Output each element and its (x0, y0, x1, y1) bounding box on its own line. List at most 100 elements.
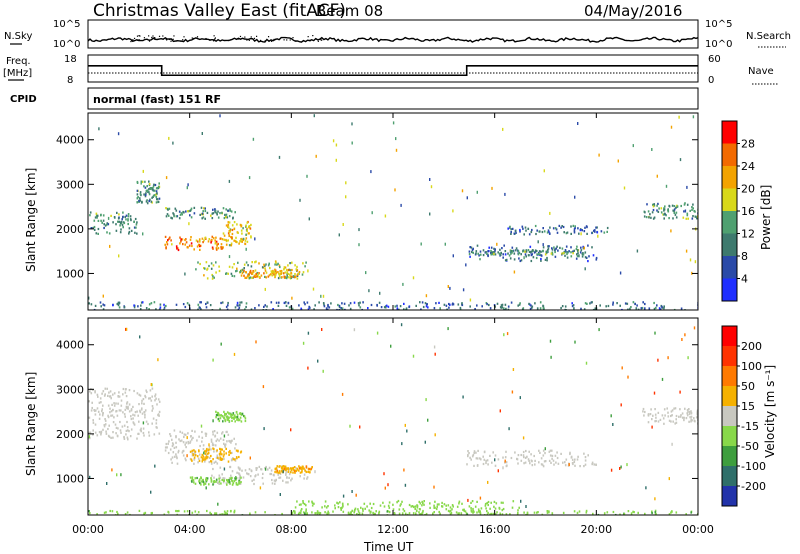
power-point (102, 303, 104, 306)
velocity-point (243, 415, 246, 418)
velocity-point (132, 417, 134, 420)
power-point (645, 216, 648, 219)
velocity-point (221, 432, 223, 435)
power-point (449, 303, 451, 306)
power-point (236, 301, 239, 304)
velocity-point (512, 368, 515, 371)
power-point (322, 294, 325, 298)
power-point (665, 184, 668, 188)
power-point (494, 248, 496, 251)
velocity-point (138, 393, 141, 396)
power-point (189, 238, 192, 241)
power-point (165, 246, 167, 249)
velocity-point (233, 480, 236, 483)
velocity-point (202, 448, 205, 451)
velocity-point (140, 408, 143, 411)
velocity-point (108, 391, 110, 394)
velocity-point (288, 476, 290, 479)
velocity-point (219, 450, 222, 453)
power-point (689, 209, 691, 212)
sky-count-point (148, 35, 150, 37)
power-point (534, 224, 537, 228)
velocity-point (205, 486, 207, 490)
power-point (139, 193, 142, 196)
power-point (592, 254, 595, 257)
velocity-point (406, 429, 408, 433)
power-point (221, 301, 224, 304)
velocity-point (287, 470, 290, 473)
power-point (658, 307, 661, 310)
power-point (493, 247, 495, 250)
velocity-point (116, 414, 119, 417)
velocity-point (194, 452, 196, 455)
power-point (217, 242, 219, 246)
velocity-point (271, 482, 274, 485)
velocity-point (497, 469, 499, 473)
power-point (691, 208, 693, 211)
search-tick-low: 10^0 (705, 39, 732, 50)
velocity-point (686, 414, 689, 417)
power-point (624, 302, 627, 305)
power-point (636, 304, 638, 307)
power-point (219, 212, 221, 215)
power-point (539, 301, 542, 304)
velocity-point (355, 493, 357, 497)
power-point (521, 225, 524, 228)
power-colorbar-tick-label: 28 (741, 138, 755, 151)
power-point (572, 250, 574, 253)
power-point (509, 225, 511, 228)
power-point (636, 249, 639, 253)
power-point (648, 216, 650, 219)
power-point (210, 214, 212, 217)
sky-count-point (169, 38, 171, 41)
velocity-point (300, 508, 303, 511)
power-point (471, 250, 473, 254)
freq-tick-high: 18 (64, 54, 77, 65)
velocity-point (696, 415, 698, 418)
velocity-point (216, 431, 219, 434)
sky-count-point (166, 39, 168, 41)
velocity-point (282, 465, 285, 468)
velocity-point (334, 504, 336, 507)
power-point (395, 148, 398, 152)
power-point (252, 276, 254, 279)
velocity-point (356, 513, 358, 515)
power-point (583, 246, 585, 250)
velocity-point (202, 480, 205, 483)
velocity-point (522, 454, 525, 457)
velocity-point (254, 511, 257, 514)
power-point (445, 304, 448, 307)
velocity-point (152, 417, 155, 420)
velocity-point (670, 420, 672, 423)
power-point (172, 141, 174, 145)
velocity-point (115, 402, 117, 405)
power-point (211, 235, 214, 238)
velocity-point (662, 417, 665, 420)
power-point (518, 257, 520, 260)
power-point (152, 185, 155, 188)
power-point (89, 211, 92, 214)
velocity-colorbar-label: Velocity [m s⁻¹] (763, 365, 777, 458)
velocity-point (139, 335, 141, 339)
velocity-point (504, 459, 506, 463)
power-point (546, 259, 548, 262)
power-point (486, 303, 488, 306)
power-point (107, 216, 110, 220)
power-point (332, 139, 335, 143)
velocity-point (233, 437, 235, 440)
velocity-point (272, 473, 275, 476)
velocity-point (696, 413, 698, 416)
power-point (558, 224, 561, 227)
velocity-point (551, 457, 553, 460)
power-point (112, 221, 114, 224)
sky-count-point (165, 38, 167, 40)
power-point (552, 227, 555, 230)
sky-count-point (182, 39, 184, 41)
velocity-point (271, 478, 273, 482)
power-point (110, 214, 112, 217)
power-point (513, 232, 516, 235)
power-point (475, 250, 478, 253)
power-point (551, 253, 554, 256)
power-point (98, 127, 100, 131)
velocity-point (100, 430, 103, 433)
